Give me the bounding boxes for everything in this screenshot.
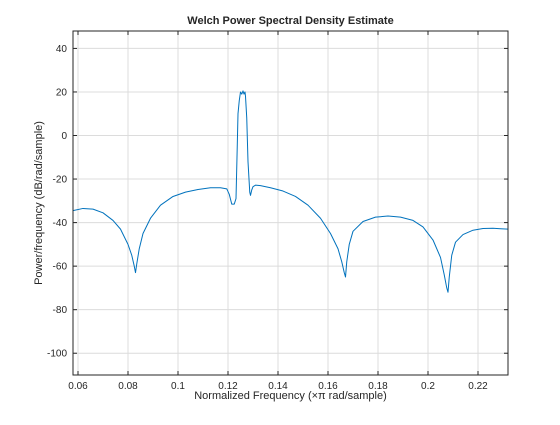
- x-tick-label: 0.12: [218, 381, 238, 392]
- series-layer: [72, 90, 509, 293]
- x-tick-label: 0.16: [318, 381, 338, 392]
- x-tick-label: 0.08: [118, 381, 138, 392]
- x-tick-label: 0.2: [421, 381, 435, 392]
- y-tick-label: 0: [61, 131, 67, 142]
- y-axis-label: Power/frequency (dB/rad/sample): [33, 121, 45, 285]
- x-tick-label: 0.22: [468, 381, 488, 392]
- y-tick-label: -80: [53, 305, 68, 316]
- y-tick-label: -40: [53, 218, 68, 229]
- y-tick-label: 40: [56, 44, 68, 55]
- y-tick-label: -20: [53, 175, 68, 186]
- psd-series-line: [72, 90, 509, 293]
- y-tick-label: 20: [56, 87, 68, 98]
- ticks: [73, 31, 508, 375]
- tick-labels: 0.06 0.08 0.1 0.12 0.14 0.16 0.18 0.2 0.22 40 20 0 -…: [47, 44, 488, 392]
- y-tick-label: -100: [47, 349, 67, 360]
- chart-title: Welch Power Spectral Density Estimate: [187, 15, 393, 27]
- x-tick-label: 0.14: [268, 381, 288, 392]
- x-axis-label: Normalized Frequency (×π rad/sample): [194, 390, 387, 402]
- plot-frame: [72, 30, 509, 376]
- plot-background: [73, 31, 508, 375]
- grid: [73, 31, 508, 375]
- x-tick-label: 0.06: [68, 381, 88, 392]
- x-tick-label: 0.1: [171, 381, 185, 392]
- y-tick-label: -60: [53, 262, 68, 273]
- x-tick-label: 0.18: [368, 381, 388, 392]
